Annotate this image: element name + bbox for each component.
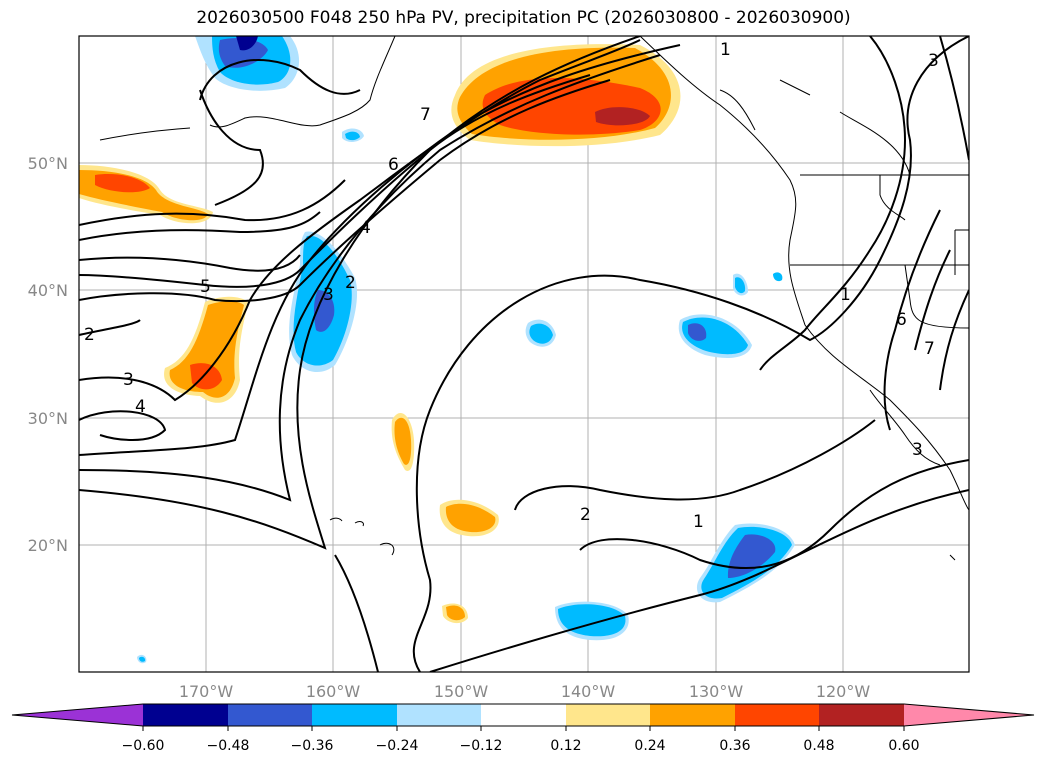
- coastlines: [99, 36, 969, 561]
- colorbar-tick-label: −0.36: [291, 738, 334, 754]
- colorbar-segment: [819, 704, 904, 726]
- contour-label: 6: [896, 310, 907, 330]
- contour-label: 7: [420, 105, 431, 125]
- colorbar-tick-label: 0.48: [803, 738, 834, 754]
- colorbar-tick-label: 0.60: [888, 738, 919, 754]
- colorbar-segment: [312, 704, 397, 726]
- contour-label: 5: [200, 277, 211, 297]
- contour-label: 3: [928, 51, 939, 71]
- colorbar-max-extension: [904, 704, 1034, 726]
- lon-label: 150°W: [434, 682, 489, 701]
- colorbar-tick-label: −0.24: [376, 738, 419, 754]
- colorbar: −0.60 −0.48 −0.36 −0.24 −0.12 0.12 0.24 …: [11, 703, 1035, 754]
- contour-label: 7: [924, 339, 935, 359]
- lon-label: 120°W: [816, 682, 871, 701]
- colorbar-segment: [566, 704, 650, 726]
- contour-label: 1: [693, 512, 704, 532]
- colorbar-tick-label: 0.36: [719, 738, 750, 754]
- lon-label: 160°W: [306, 682, 361, 701]
- contour-label: 1: [720, 40, 731, 60]
- map-frame: [78, 35, 970, 673]
- contour-labels: 1 1 1 2 2 2 3 3 3 4 4 5 6 6 7 7 3: [84, 40, 939, 532]
- lon-label: 130°W: [689, 682, 744, 701]
- colorbar-tick-label: 0.24: [634, 738, 665, 754]
- latitude-labels: 50°N 40°N 30°N 20°N: [28, 154, 68, 555]
- lat-label: 50°N: [28, 154, 68, 173]
- lon-label: 170°W: [179, 682, 234, 701]
- colorbar-segment: [397, 704, 481, 726]
- colorbar-segment: [228, 704, 312, 726]
- colorbar-segment: [650, 704, 735, 726]
- colorbar-tick-label: −0.48: [207, 738, 250, 754]
- contour-label: 3: [323, 285, 334, 305]
- contour-label: 4: [360, 218, 371, 238]
- contour-label: 3: [123, 370, 134, 390]
- contour-label: 4: [135, 397, 146, 417]
- colorbar-tick-label: −0.12: [460, 738, 503, 754]
- colorbar-segment: [735, 704, 819, 726]
- colorbar-min-extension: [12, 704, 143, 726]
- lat-label: 30°N: [28, 409, 68, 428]
- lat-label: 40°N: [28, 281, 68, 300]
- longitude-labels: 170°W 160°W 150°W 140°W 130°W 120°W: [179, 682, 871, 701]
- contour-label: 2: [84, 325, 95, 345]
- lat-label: 20°N: [28, 536, 68, 555]
- colorbar-tick-label: −0.60: [122, 738, 165, 754]
- contour-label: 2: [345, 273, 356, 293]
- contour-label: 2: [580, 505, 591, 525]
- map-title: 2026030500 F048 250 hPa PV, precipitatio…: [196, 8, 851, 28]
- lon-label: 140°W: [561, 682, 616, 701]
- contour-label: 6: [388, 155, 399, 175]
- contour-label: 1: [840, 285, 851, 305]
- contour-label: 3: [912, 440, 923, 460]
- colorbar-segment: [481, 704, 566, 726]
- colorbar-segment: [143, 704, 228, 726]
- pv-contours: [79, 36, 969, 672]
- colorbar-tick-label: 0.12: [550, 738, 581, 754]
